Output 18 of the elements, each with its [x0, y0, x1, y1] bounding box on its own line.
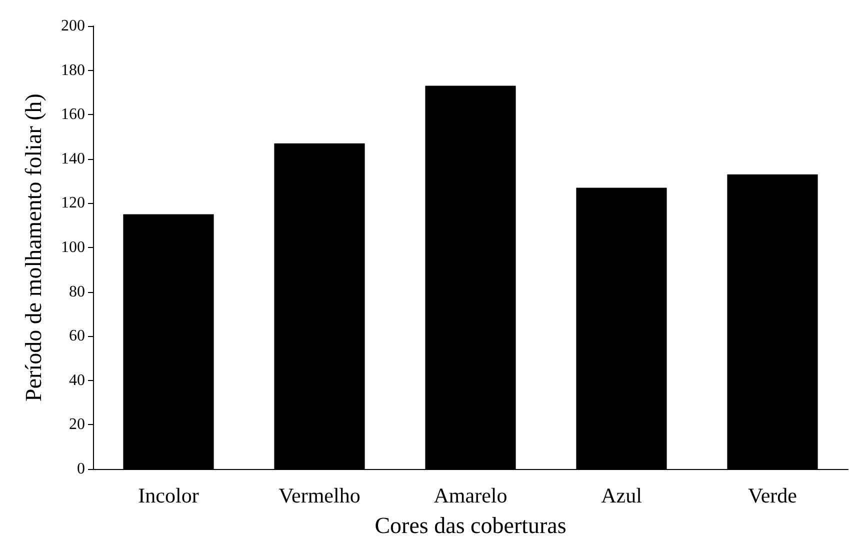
y-tick-label: 40 [69, 372, 85, 389]
x-tick-label: Vermelho [278, 484, 360, 508]
y-tick-label: 100 [61, 239, 85, 256]
y-tick-label: 120 [61, 194, 85, 212]
y-tick-label: 60 [69, 328, 85, 345]
x-tick-label: Verde [748, 484, 797, 508]
y-axis-title: Período de molhamento foliar (h) [21, 94, 46, 402]
x-tick-label: Amarelo [434, 484, 508, 508]
x-tick-label: Azul [601, 484, 642, 508]
y-tick-label: 200 [61, 18, 85, 34]
y-tick-label: 140 [61, 150, 85, 168]
y-tick-label: 180 [61, 62, 85, 79]
y-tick-label: 0 [77, 460, 85, 478]
x-axis-title: Cores das coberturas [374, 513, 566, 538]
y-tick-label: 20 [69, 416, 85, 434]
x-tick-label: Incolor [138, 484, 199, 508]
y-tick-label: 160 [61, 106, 85, 124]
y-tick-label: 80 [69, 283, 85, 300]
